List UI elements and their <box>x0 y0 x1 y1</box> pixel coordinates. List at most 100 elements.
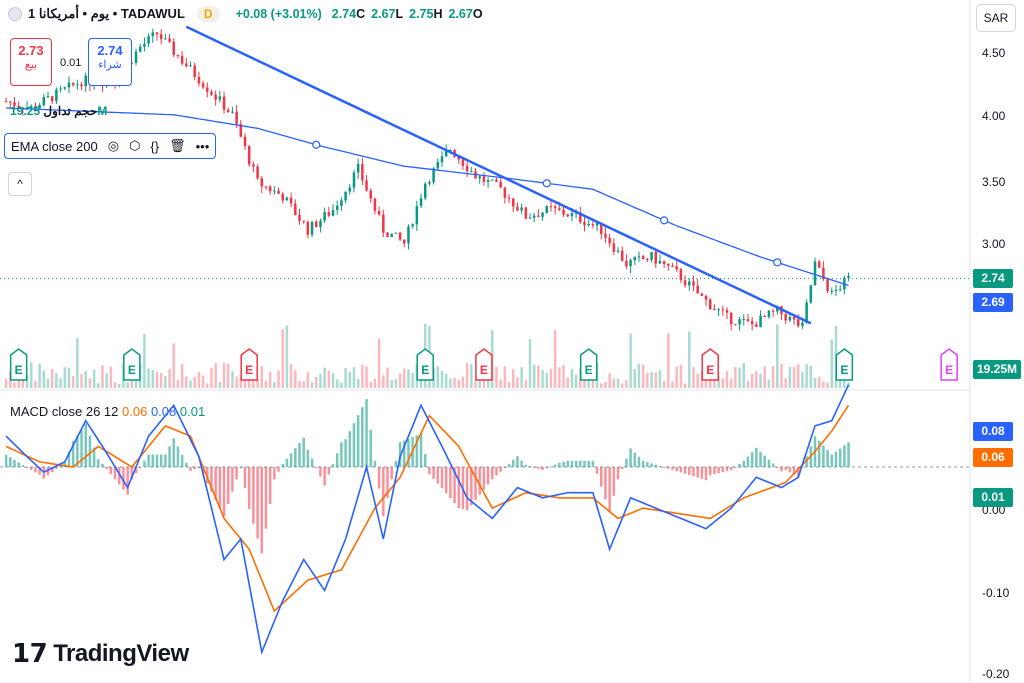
macd-histogram-bar <box>491 467 494 480</box>
code-icon[interactable]: {} <box>150 138 160 154</box>
earnings-marker-label: E <box>945 363 953 377</box>
macd-histogram-bar <box>696 467 699 478</box>
macd-histogram-bar <box>164 454 167 467</box>
ema-price-tag: 2.69 <box>973 293 1013 312</box>
ema-anchor-point <box>542 179 551 188</box>
volume-bar <box>541 369 544 388</box>
sell-button[interactable]: 2.73 بيع <box>10 38 52 86</box>
ema-legend[interactable]: EMA close 200 ◎ ⬡ {} 🗑 ••• <box>4 133 217 159</box>
macd-line-tag: 0.08 <box>973 422 1013 441</box>
candle <box>612 243 616 252</box>
tradingview-logo[interactable]: 𝟭𝟳 TradingView <box>12 638 189 669</box>
volume-bar <box>264 380 268 388</box>
volume-bar <box>511 369 515 388</box>
volume-value: 19.25M <box>10 104 108 118</box>
macd-histogram-bar <box>348 431 352 467</box>
macd-histogram-bar <box>503 467 507 468</box>
volume-bar <box>679 364 683 388</box>
macd-histogram-bar <box>155 454 159 467</box>
macd-histogram-bar <box>235 467 238 480</box>
macd-histogram-bar <box>197 467 201 468</box>
volume-label: حجم تداول <box>43 104 98 118</box>
more-icon[interactable]: ••• <box>195 138 210 154</box>
volume-bar <box>201 375 205 388</box>
candle <box>717 309 720 311</box>
candle <box>742 319 746 321</box>
volume-bar <box>683 383 687 388</box>
chevron-up-icon[interactable]: ^ <box>8 172 32 196</box>
candle <box>465 165 469 172</box>
candle <box>696 285 699 294</box>
macd-histogram-bar <box>822 445 825 467</box>
macd-histogram-bar <box>646 462 649 467</box>
macd-signal-line <box>5 404 850 613</box>
eye-icon[interactable]: ◎ <box>107 138 120 153</box>
macd-histogram-bar <box>218 467 222 509</box>
candle <box>478 176 481 179</box>
buy-button[interactable]: 2.74 شراء <box>88 38 132 86</box>
macd-histogram-bar <box>537 467 540 469</box>
candle <box>143 43 146 47</box>
volume-bar <box>616 378 620 388</box>
volume-bar <box>729 378 733 388</box>
currency-selector[interactable]: SAR <box>976 4 1016 32</box>
macd-histogram-bar <box>625 458 628 467</box>
earnings-marker-label: E <box>128 363 136 377</box>
brand-name: TradingView <box>53 639 189 667</box>
candle <box>138 46 142 52</box>
candle <box>729 312 733 325</box>
macd-histogram-bar <box>817 440 821 467</box>
candle <box>365 180 368 191</box>
volume-bar <box>159 372 163 388</box>
volume-bar <box>373 378 377 388</box>
volume-bar <box>784 378 787 388</box>
macd-histogram-bar <box>138 467 142 468</box>
candle <box>42 97 46 106</box>
volume-legend[interactable]: حجم تداول 19.25M <box>10 104 107 118</box>
volume-bar <box>92 369 96 388</box>
settings-icon[interactable]: ⬡ <box>129 138 141 153</box>
volume-bar <box>545 372 549 388</box>
candle <box>604 233 607 238</box>
candle <box>84 75 87 87</box>
volume-bar <box>612 378 616 388</box>
macd-histogram-bar <box>654 464 658 467</box>
volume-bar <box>470 363 473 388</box>
symbol-title[interactable]: يوم • أمريكانا 1 • TADAWUL <box>28 6 185 21</box>
candle <box>38 105 41 109</box>
volume-bar <box>658 370 662 388</box>
candle <box>50 96 54 102</box>
interval-badge[interactable]: D <box>196 6 220 22</box>
volume-bar <box>29 362 33 388</box>
volume-bar <box>281 329 284 388</box>
macd-histogram-bar <box>4 454 8 467</box>
candle <box>201 83 205 88</box>
macd-histogram-bar <box>176 446 180 467</box>
macd-legend[interactable]: MACD close 26 12 0.06 0.08 0.01 <box>10 404 205 419</box>
candle <box>637 256 641 258</box>
macd-histogram-bar <box>9 457 12 467</box>
candle <box>503 187 507 198</box>
macd-histogram-bar <box>608 467 611 513</box>
candle <box>444 151 448 157</box>
volume-bar <box>667 333 670 388</box>
earnings-marker-label: E <box>840 363 848 377</box>
volume-bar <box>340 382 343 388</box>
macd-histogram-bar <box>180 454 184 467</box>
volume-bar <box>746 380 750 388</box>
candle <box>708 299 712 310</box>
candle <box>440 156 444 163</box>
macd-histogram-bar <box>92 447 96 467</box>
volume-bar <box>637 363 641 388</box>
trash-icon[interactable]: 🗑 <box>169 138 186 153</box>
macd-histogram-bar <box>641 460 645 467</box>
volume-bar <box>319 373 322 388</box>
macd-histogram-bar <box>247 467 251 509</box>
macd-histogram-bar <box>511 460 515 467</box>
candle <box>579 212 582 223</box>
volume-bar <box>323 367 326 388</box>
volume-bar <box>717 375 720 388</box>
volume-bar <box>197 371 201 388</box>
macd-histogram-bar <box>826 450 829 467</box>
